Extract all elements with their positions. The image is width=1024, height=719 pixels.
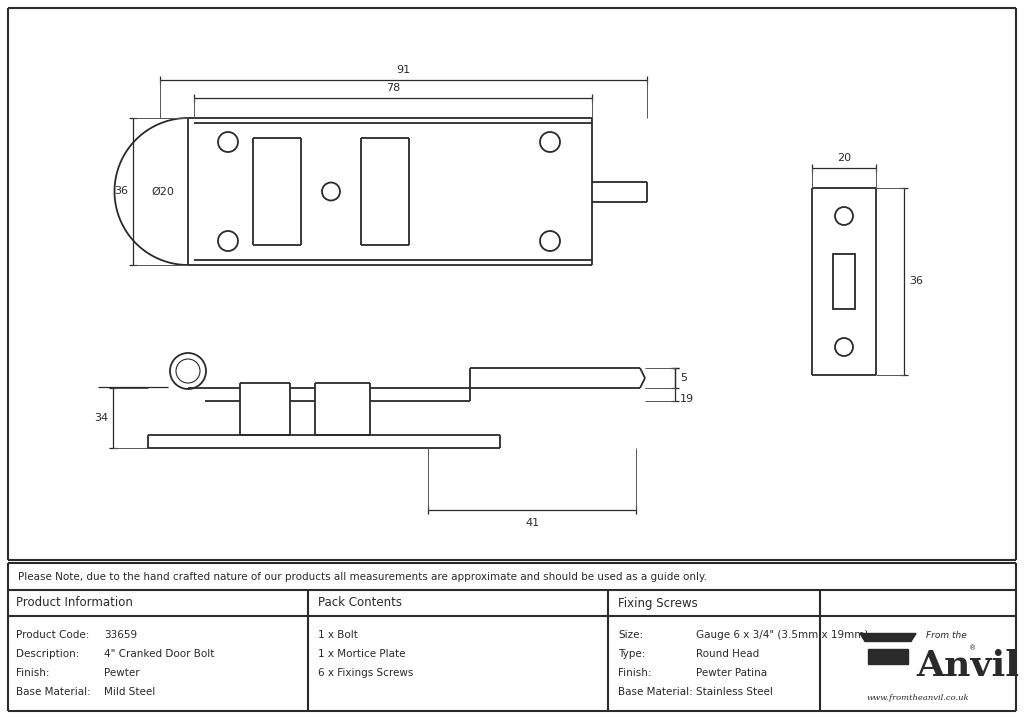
Text: From the: From the	[926, 631, 967, 640]
Text: 20: 20	[837, 153, 851, 163]
Text: 36: 36	[114, 186, 128, 196]
Text: Anvil: Anvil	[916, 649, 1019, 682]
Text: 6 x Fixings Screws: 6 x Fixings Screws	[318, 668, 414, 678]
Text: 91: 91	[396, 65, 411, 75]
Text: Finish:: Finish:	[16, 668, 49, 678]
Text: www.fromtheanvil.co.uk: www.fromtheanvil.co.uk	[866, 695, 970, 702]
Text: Gauge 6 x 3/4" (3.5mm x 19mm): Gauge 6 x 3/4" (3.5mm x 19mm)	[696, 630, 868, 640]
Text: Pewter: Pewter	[104, 668, 139, 678]
Text: 36: 36	[909, 277, 923, 286]
Text: Finish:: Finish:	[618, 668, 651, 678]
Polygon shape	[860, 633, 916, 641]
Text: Stainless Steel: Stainless Steel	[696, 687, 773, 697]
Text: 4" Cranked Door Bolt: 4" Cranked Door Bolt	[104, 649, 214, 659]
Text: Type:: Type:	[618, 649, 645, 659]
Text: Product Code:: Product Code:	[16, 630, 89, 640]
Text: 33659: 33659	[104, 630, 137, 640]
Text: Pack Contents: Pack Contents	[318, 597, 402, 610]
Text: Base Material:: Base Material:	[618, 687, 693, 697]
Text: 1 x Mortice Plate: 1 x Mortice Plate	[318, 649, 406, 659]
Text: 41: 41	[525, 518, 539, 528]
Text: Round Head: Round Head	[696, 649, 759, 659]
Bar	[833, 254, 855, 309]
Polygon shape	[868, 649, 908, 664]
Text: Pewter Patina: Pewter Patina	[696, 668, 767, 678]
Text: 19: 19	[680, 395, 694, 405]
Text: 78: 78	[386, 83, 400, 93]
Text: 1 x Bolt: 1 x Bolt	[318, 630, 357, 640]
Text: Ø20: Ø20	[151, 186, 174, 196]
Text: 5: 5	[680, 373, 687, 383]
Text: ®: ®	[970, 646, 977, 651]
Text: Product Information: Product Information	[16, 597, 133, 610]
Text: Please Note, due to the hand crafted nature of our products all measurements are: Please Note, due to the hand crafted nat…	[18, 572, 707, 582]
Text: Mild Steel: Mild Steel	[104, 687, 156, 697]
Text: Base Material:: Base Material:	[16, 687, 91, 697]
Text: Fixing Screws: Fixing Screws	[618, 597, 697, 610]
Text: Size:: Size:	[618, 630, 643, 640]
Text: 34: 34	[94, 413, 108, 423]
Text: Description:: Description:	[16, 649, 80, 659]
